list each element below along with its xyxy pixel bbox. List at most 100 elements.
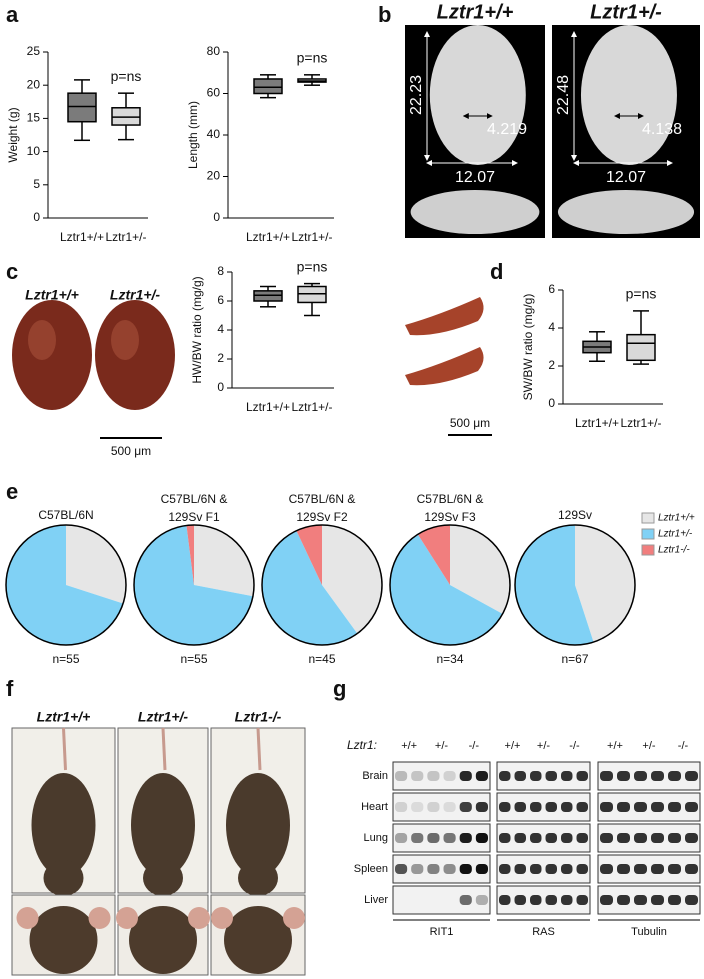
blot-band — [443, 802, 456, 812]
pie-outline — [5, 524, 127, 646]
mouse-head — [43, 860, 84, 896]
mouse-label: Lztr1+/+ — [37, 709, 91, 725]
heart-label: Lztr1+/+ — [25, 287, 79, 303]
y-tick-label: 8 — [217, 264, 224, 278]
pie-n-label: n=67 — [561, 652, 588, 666]
blot-band — [600, 802, 613, 812]
mouse-tail — [256, 727, 262, 771]
blot-strip — [392, 823, 491, 853]
measurement: 4.219 — [487, 121, 527, 138]
skull-side — [410, 190, 540, 234]
blot-band — [411, 802, 424, 812]
pie-title: C57BL/6N & — [161, 492, 228, 506]
blot-band — [634, 833, 647, 843]
blot-band — [411, 864, 424, 874]
blot-band — [685, 895, 698, 905]
tissue-label: Heart — [361, 801, 388, 813]
blot-band — [617, 895, 630, 905]
panel-letter: b — [378, 2, 391, 27]
blot-strip — [496, 792, 591, 822]
legend-swatch — [641, 544, 655, 556]
protein-label: RIT1 — [430, 926, 454, 938]
skull-label: Lztr1+/- — [590, 1, 662, 23]
legend-swatch — [641, 512, 655, 524]
x-tick-label: Lztr1+/- — [105, 230, 146, 244]
pie-title: 129Sv — [558, 508, 592, 522]
blot-band — [530, 802, 542, 812]
blot-band — [668, 864, 681, 874]
box — [67, 92, 97, 123]
x-tick-label: Lztr1+/- — [291, 400, 332, 414]
skull-top — [429, 25, 526, 165]
scale-bar-label: 500 μm — [111, 444, 151, 458]
blot-band — [634, 895, 647, 905]
genotype-label: +/+ — [505, 740, 521, 752]
blot-band — [545, 864, 557, 874]
y-tick-label: 15 — [27, 111, 41, 125]
blot-band — [617, 864, 630, 874]
blot-band — [427, 864, 440, 874]
y-tick-label: 25 — [27, 44, 41, 58]
mouse-face — [29, 906, 98, 974]
legend-label: Lztr1-/- — [658, 545, 690, 556]
blot-band — [530, 771, 542, 781]
pie-slice — [296, 525, 322, 585]
blot-band — [545, 771, 557, 781]
x-tick-label: Lztr1+/+ — [246, 400, 290, 414]
heart-highlight — [28, 320, 56, 360]
genotype-label: -/- — [569, 740, 580, 752]
mouse-body — [31, 773, 96, 877]
blot-band — [514, 802, 526, 812]
blot-band — [459, 895, 472, 905]
pie-slice — [450, 525, 511, 614]
blot-band — [499, 895, 511, 905]
y-tick-label: 5 — [33, 177, 40, 191]
mouse-head — [238, 860, 278, 896]
y-tick-label: 80 — [207, 44, 221, 58]
blot-band — [459, 802, 472, 812]
blot-band — [443, 771, 456, 781]
blot-band — [600, 771, 613, 781]
blot-strip — [392, 792, 491, 822]
pie-n-label: n=34 — [436, 652, 463, 666]
protein-label: RAS — [532, 926, 555, 938]
blot-band — [475, 802, 488, 812]
pie-slice — [417, 525, 450, 585]
y-axis-label: SW/BW ratio (mg/g) — [521, 294, 535, 401]
blot-band — [685, 802, 698, 812]
blot-band — [561, 802, 573, 812]
tissue-label: Liver — [364, 894, 388, 906]
mouse-label: Lztr1-/- — [235, 709, 282, 725]
tissue-label: Lung — [364, 832, 388, 844]
blot-band — [576, 833, 588, 843]
blot-band — [499, 833, 511, 843]
genotype-label: +/- — [537, 740, 550, 752]
box — [253, 78, 283, 95]
blot-band — [634, 802, 647, 812]
pie-outline — [261, 524, 383, 646]
y-tick-label: 0 — [33, 210, 40, 224]
blot-band — [617, 833, 630, 843]
mouse-ear — [16, 907, 39, 929]
measurement: 22.48 — [555, 75, 572, 115]
blot-band — [395, 833, 408, 843]
mouse-tail — [161, 727, 167, 771]
blot-band — [668, 895, 681, 905]
blot-band — [617, 771, 630, 781]
blot-band — [514, 895, 526, 905]
pie-n-label: n=45 — [308, 652, 335, 666]
blot-band — [411, 833, 424, 843]
blot-strip — [597, 761, 701, 791]
legend-label: Lztr1+/- — [658, 529, 693, 540]
blot-header: Lztr1: — [347, 738, 377, 752]
blot-band — [514, 833, 526, 843]
pie-slice — [186, 525, 194, 585]
mouse-face — [224, 906, 292, 974]
panel-letter: f — [6, 676, 14, 701]
blot-band — [576, 771, 588, 781]
y-axis-label: Weight (g) — [6, 107, 20, 162]
pie-slice — [575, 525, 636, 643]
genotype-label: +/- — [642, 740, 655, 752]
skull-side — [557, 190, 695, 234]
blot-band — [545, 895, 557, 905]
